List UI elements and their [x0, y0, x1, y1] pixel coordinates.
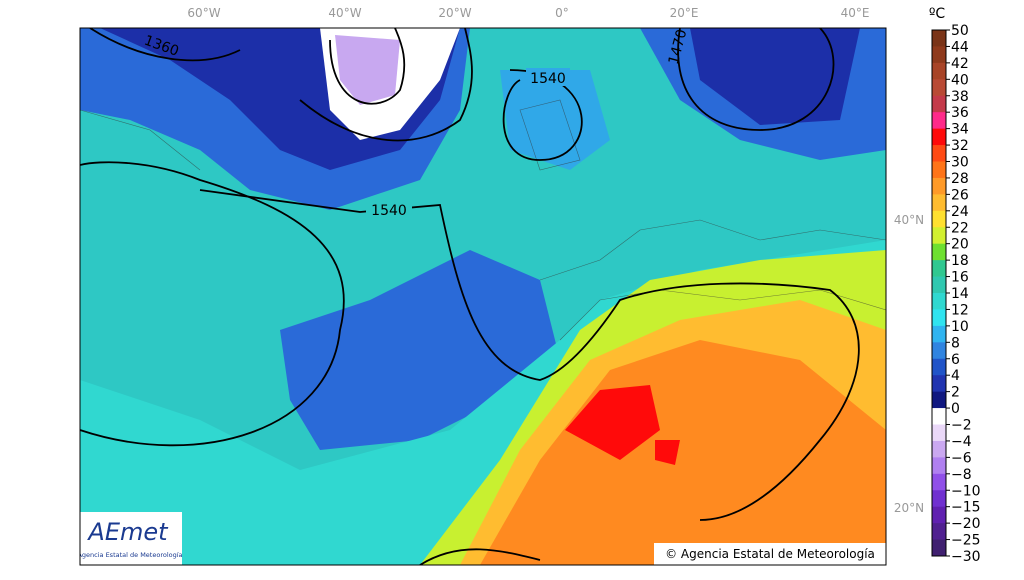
- colorbar-label: 22: [951, 220, 969, 236]
- colorbar-band: [932, 375, 946, 393]
- colorbar-label: 34: [951, 122, 969, 138]
- colorbar-label: −2: [951, 418, 972, 434]
- map-frame: [79, 27, 887, 566]
- colorbar-band: [932, 358, 946, 376]
- colorbar-label: −20: [951, 516, 981, 532]
- colorbar-band: [932, 440, 946, 458]
- colorbar-label: 26: [951, 187, 969, 203]
- colorbar-label: −6: [951, 450, 972, 466]
- colorbar-band: [932, 95, 946, 113]
- colorbar-band: [932, 408, 946, 425]
- colorbar-band: [932, 112, 946, 130]
- colorbar-band: [932, 79, 946, 97]
- logo: AEmet: [86, 518, 169, 546]
- colorbar-band: [932, 161, 946, 179]
- colorbar-label: −15: [951, 500, 981, 516]
- colorbar-label: 44: [951, 39, 969, 55]
- colorbar-band: [932, 424, 946, 442]
- colorbar-band: [932, 293, 946, 310]
- longitude-label: 20°W: [438, 6, 471, 20]
- colorbar-label: 24: [951, 204, 969, 220]
- colorbar-label: 32: [951, 138, 969, 154]
- colorbar-label: 6: [951, 352, 960, 368]
- colorbar-band: [932, 309, 946, 327]
- colorbar-label: −30: [951, 549, 981, 565]
- colorbar-band: [932, 325, 946, 343]
- colorbar-label: −8: [951, 467, 972, 483]
- colorbar-band: [932, 145, 946, 162]
- logo-subtitle: Agencia Estatal de Meteorología: [77, 551, 182, 559]
- latitude-label: 20°N: [894, 501, 924, 515]
- colorbar-label: 12: [951, 302, 969, 318]
- colorbar-band: [932, 243, 946, 261]
- colorbar-label: −10: [951, 483, 981, 499]
- colorbar-label: 4: [951, 368, 960, 384]
- colorbar-label: 14: [951, 286, 969, 302]
- colorbar-band: [932, 490, 946, 508]
- unit: ºC: [929, 6, 946, 22]
- colorbar-band: [932, 30, 946, 47]
- copyright: © Agencia Estatal de Meteorología: [665, 547, 875, 561]
- colorbar-label: 28: [951, 171, 969, 187]
- colorbar-band: [932, 473, 946, 491]
- colorbar-label: 18: [951, 253, 969, 269]
- colorbar-band: [932, 177, 946, 195]
- colorbar-band: [932, 523, 946, 541]
- colorbar-band: [932, 194, 946, 212]
- colorbar-label: 38: [951, 89, 969, 105]
- colorbar-label: 16: [951, 270, 969, 286]
- longitude-label: 20°E: [670, 6, 699, 20]
- colorbar-label: 8: [951, 335, 960, 351]
- colorbar-band: [932, 539, 946, 557]
- colorbar-label: 10: [951, 319, 969, 335]
- colorbar-band: [932, 391, 946, 409]
- longitude-label: 0°: [555, 6, 569, 20]
- colorbar-label: 30: [951, 155, 969, 171]
- map: 1540 1540 1360 1470 © Agencia Estatal de…: [77, 28, 886, 565]
- colorbar-label: 42: [951, 56, 969, 72]
- colorbar-band: [932, 457, 946, 475]
- colorbar-label: −4: [951, 434, 972, 450]
- colorbar-band: [932, 227, 946, 245]
- colorbar-label: 36: [951, 105, 969, 121]
- longitude-label: 60°W: [187, 6, 220, 20]
- colorbar-band: [932, 260, 946, 278]
- contour-label: 1540: [371, 203, 407, 219]
- colorbar-band: [932, 506, 946, 524]
- longitude-label: 40°E: [841, 6, 870, 20]
- colorbar-band: [932, 46, 946, 64]
- colorbar-band: [932, 276, 946, 294]
- colorbar-label: 50: [951, 23, 969, 39]
- colorbar-label: −25: [951, 533, 981, 549]
- colorbar-label: 20: [951, 237, 969, 253]
- colorbar-band: [932, 62, 946, 80]
- longitude-label: 40°W: [328, 6, 361, 20]
- latitude-label: 40°N: [894, 213, 924, 227]
- colorbar-label: 40: [951, 72, 969, 88]
- colorbar-label: 2: [951, 385, 960, 401]
- contour-label: 1540: [530, 71, 566, 87]
- colorbar-band: [932, 210, 946, 228]
- colorbar-band: [932, 342, 946, 360]
- colorbar-band: [932, 128, 946, 146]
- colorbar-label: 0: [951, 401, 960, 417]
